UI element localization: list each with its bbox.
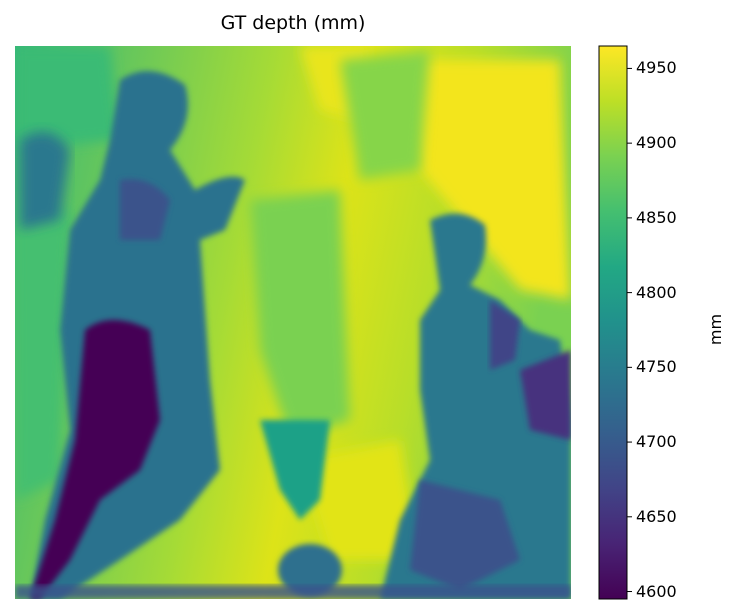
depth-image — [15, 46, 571, 599]
colorbar-ticks — [627, 67, 632, 593]
colorbar-gradient — [599, 46, 627, 599]
colorbar-frame — [598, 45, 628, 600]
colorbar-tick-label: 4900 — [636, 133, 677, 153]
colorbar-tick-label: 4700 — [636, 432, 677, 452]
colorbar-tick-label: 4600 — [636, 581, 677, 601]
colorbar-tick-label: 4950 — [636, 58, 677, 78]
colorbar — [598, 45, 632, 600]
colorbar-label: mm — [706, 313, 726, 346]
colorbar-tick-label: 4800 — [636, 282, 677, 302]
chart-title: GT depth (mm) — [220, 12, 366, 34]
colorbar-tick-label: 4750 — [636, 357, 677, 377]
colorbar-tick-label: 4650 — [636, 506, 677, 526]
colorbar-tick-label: 4850 — [636, 207, 677, 227]
